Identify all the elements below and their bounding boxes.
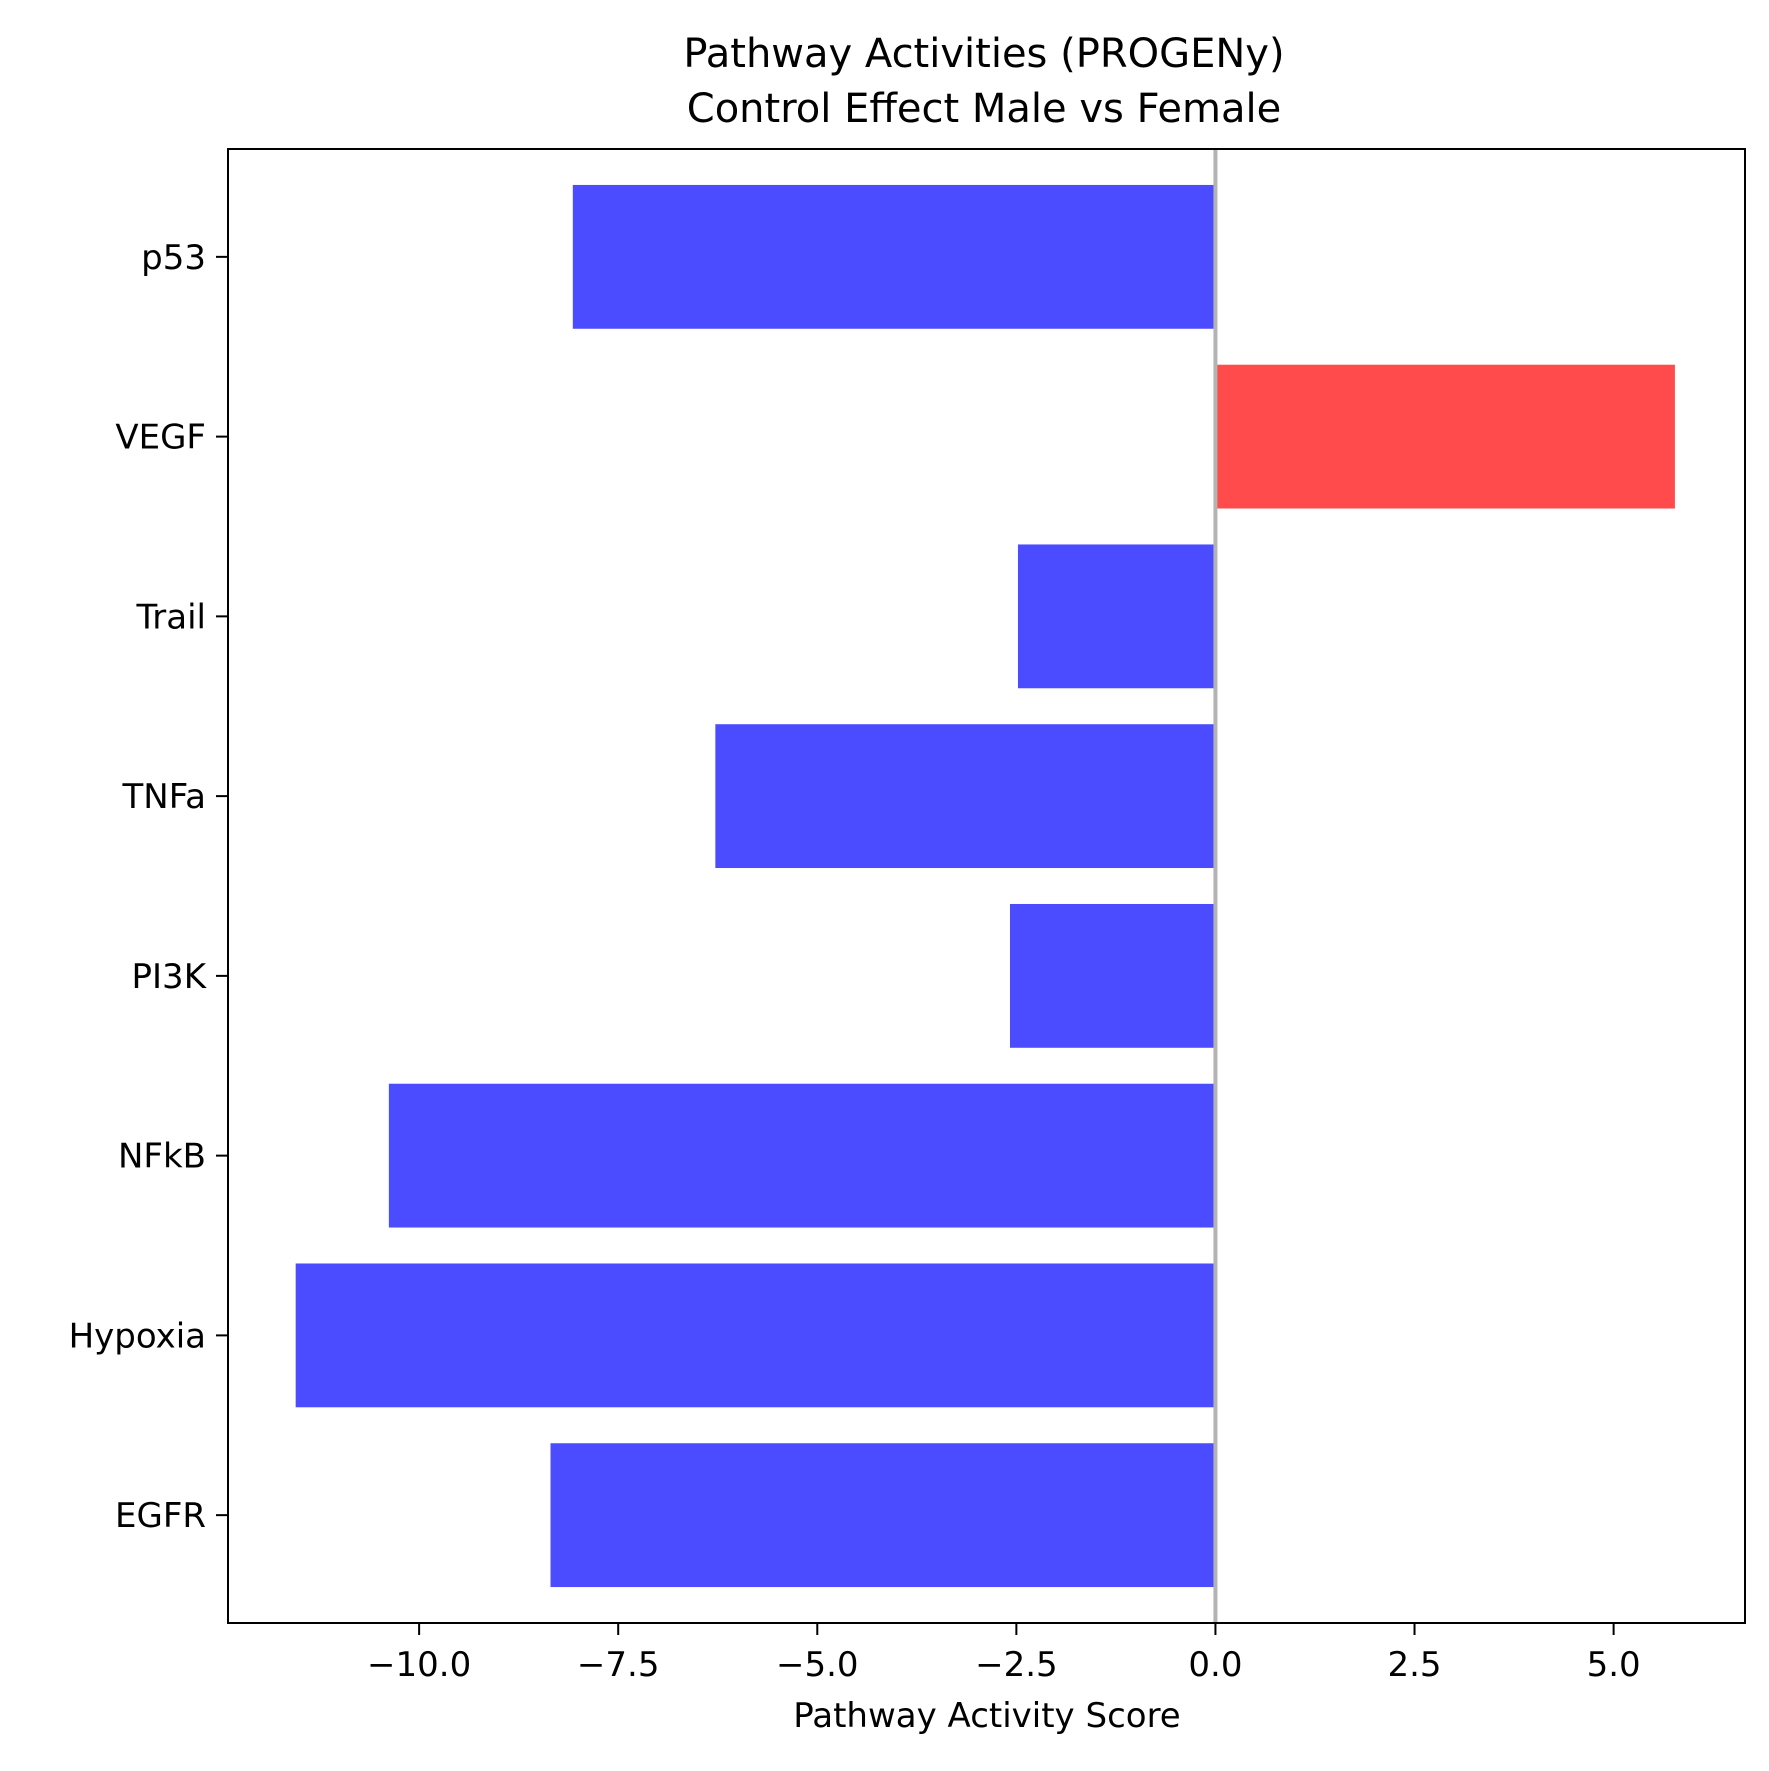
y-tick-label: EGFR <box>115 1496 206 1536</box>
bar-hypoxia <box>295 1263 1216 1408</box>
x-tick-label: −7.5 <box>577 1645 660 1685</box>
x-axis-ticks: −10.0 −7.5 −5.0 −2.5 0.0 2.5 5.0 <box>367 1623 1641 1685</box>
bar-egfr <box>550 1443 1216 1588</box>
chart-title: Pathway Activities (PROGENy) Control Eff… <box>683 31 1284 132</box>
x-axis-label: Pathway Activity Score <box>793 1696 1180 1736</box>
x-tick-label: −2.5 <box>975 1645 1058 1685</box>
y-tick-label: VEGF <box>115 418 206 458</box>
y-tick-label: TNFa <box>122 777 206 817</box>
x-tick-label: −10.0 <box>367 1645 471 1685</box>
bar-vegf <box>1215 364 1675 509</box>
bars-group <box>295 184 1675 1588</box>
y-tick-label: PI3K <box>132 957 208 997</box>
x-tick-label: 2.5 <box>1387 1645 1441 1685</box>
y-tick-label: NFkB <box>118 1137 206 1177</box>
bar-trail <box>1017 544 1216 689</box>
y-tick-label: p53 <box>141 238 206 278</box>
y-tick-label: Trail <box>136 597 206 637</box>
chart-title-line-2: Control Effect Male vs Female <box>687 86 1281 132</box>
bar-tnfa <box>715 724 1216 869</box>
x-tick-label: 5.0 <box>1587 1645 1641 1685</box>
bar-nfkb <box>388 1083 1216 1228</box>
bar-pi3k <box>1009 903 1216 1048</box>
chart-title-line-1: Pathway Activities (PROGENy) <box>683 31 1284 77</box>
bar-p53 <box>572 184 1216 329</box>
y-tick-label: Hypoxia <box>69 1316 206 1356</box>
axes-frame <box>227 148 1746 1624</box>
x-tick-label: 0.0 <box>1188 1645 1242 1685</box>
x-tick-label: −5.0 <box>776 1645 859 1685</box>
y-axis-ticks: EGFR Hypoxia NFkB PI3K TNFa Trail VEGF p53 <box>69 238 228 1536</box>
